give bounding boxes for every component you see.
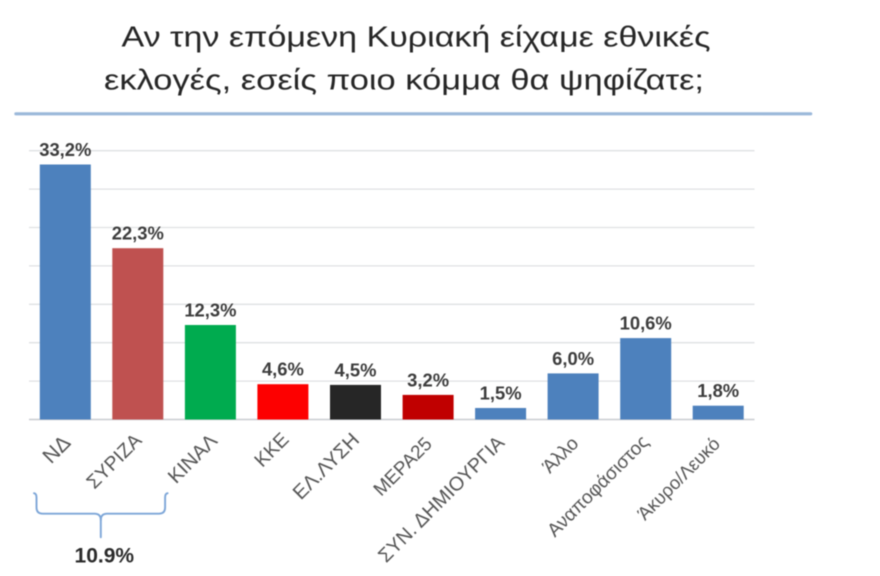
svg-text:1,5%: 1,5% bbox=[480, 383, 522, 404]
svg-text:3,2%: 3,2% bbox=[407, 369, 449, 390]
svg-text:εκλογές, εσείς ποιο κόμμα θα ψ: εκλογές, εσείς ποιο κόμμα θα ψηφίζατε; bbox=[104, 65, 704, 97]
svg-text:Αν την επόμενη Κυριακή είχαμε: Αν την επόμενη Κυριακή είχαμε εθνικές bbox=[122, 22, 711, 54]
svg-text:22,3%: 22,3% bbox=[112, 223, 164, 244]
svg-text:12,3%: 12,3% bbox=[184, 300, 236, 321]
svg-text:10.9%: 10.9% bbox=[75, 545, 135, 568]
svg-text:4,5%: 4,5% bbox=[335, 359, 377, 380]
svg-text:1,8%: 1,8% bbox=[697, 380, 739, 401]
svg-text:33,2%: 33,2% bbox=[39, 139, 91, 160]
svg-text:10,6%: 10,6% bbox=[620, 313, 672, 334]
svg-text:4,6%: 4,6% bbox=[262, 359, 304, 380]
svg-text:6,0%: 6,0% bbox=[552, 348, 594, 369]
